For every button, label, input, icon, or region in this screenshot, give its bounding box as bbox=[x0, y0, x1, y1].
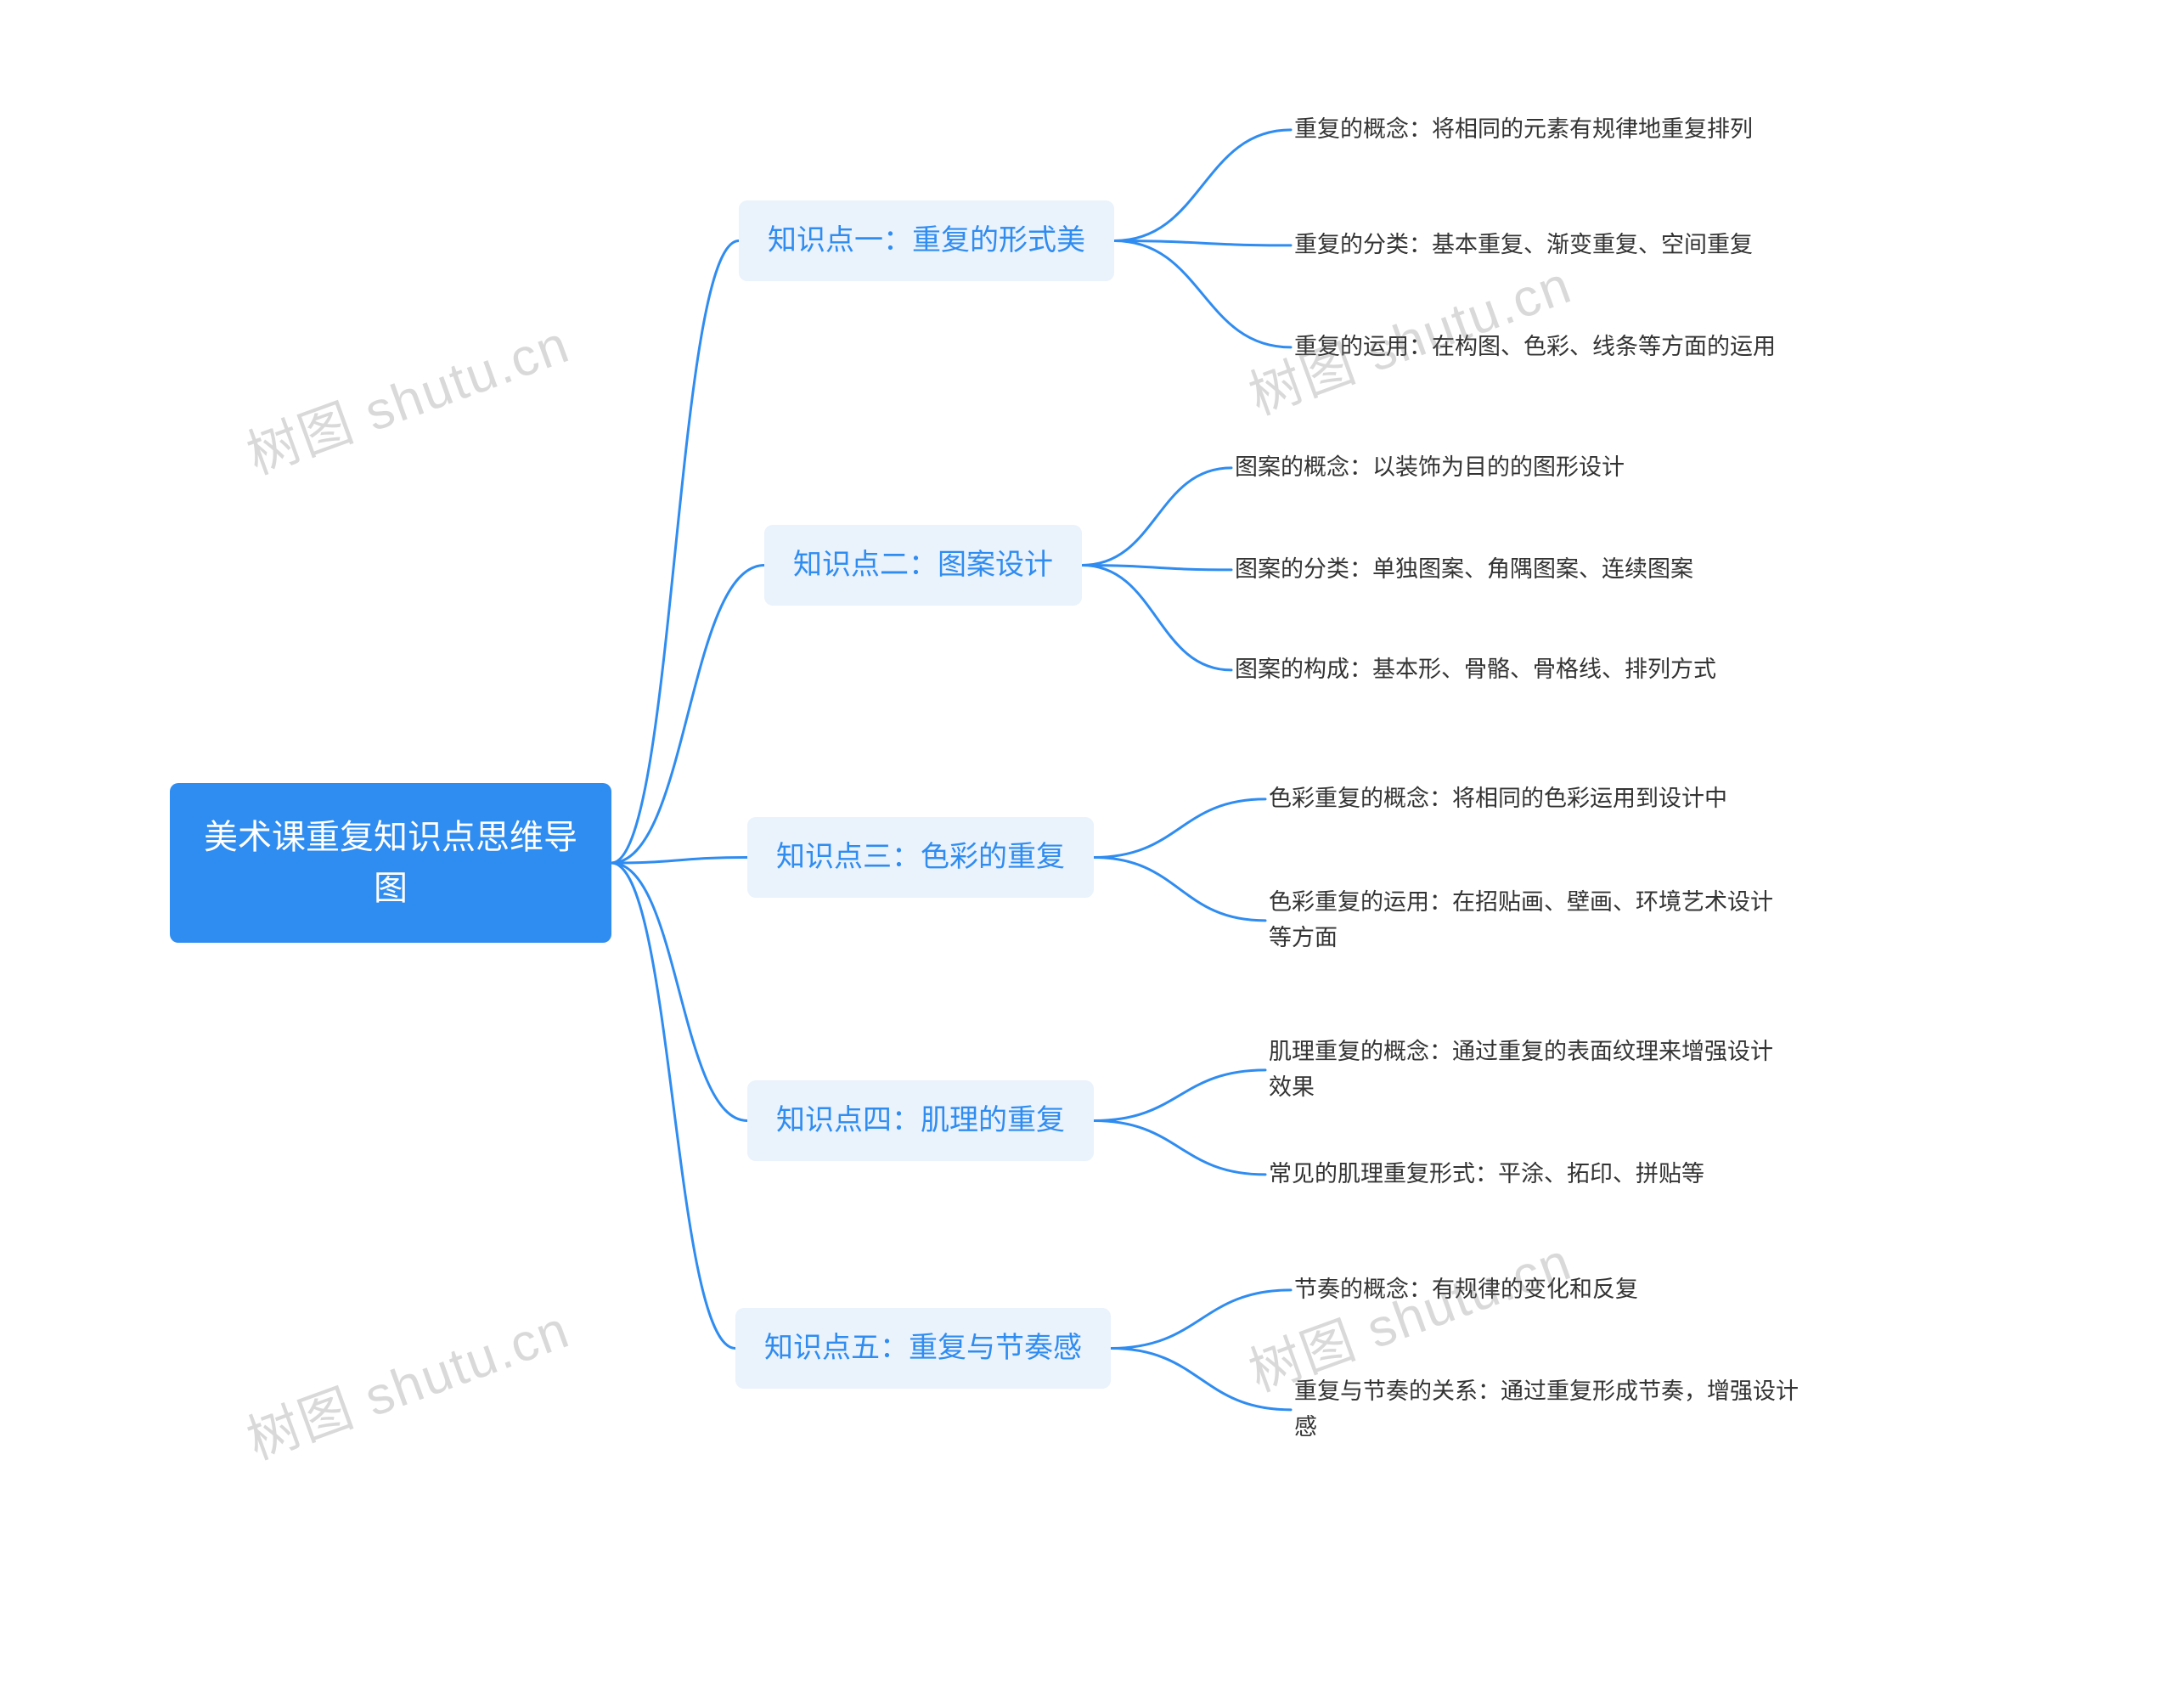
leaf-node: 图案的概念：以装饰为目的的图形设计 bbox=[1231, 442, 1628, 494]
leaf-node: 重复的运用：在构图、色彩、线条等方面的运用 bbox=[1291, 321, 1779, 374]
leaf-node: 图案的构成：基本形、骨骼、骨格线、排列方式 bbox=[1231, 644, 1720, 696]
branch-node-3[interactable]: 知识点三：色彩的重复 bbox=[747, 817, 1094, 898]
leaf-node: 肌理重复的概念：通过重复的表面纹理来增强设计效果 bbox=[1265, 1026, 1792, 1114]
watermark: 树图 shutu.cn bbox=[235, 302, 578, 489]
leaf-node: 常见的肌理重复形式：平涂、拓印、拼贴等 bbox=[1265, 1148, 1708, 1201]
leaf-node: 节奏的概念：有规律的变化和反复 bbox=[1291, 1264, 1642, 1316]
leaf-node: 重复的分类：基本重复、渐变重复、空间重复 bbox=[1291, 219, 1756, 272]
leaf-node: 色彩重复的概念：将相同的色彩运用到设计中 bbox=[1265, 773, 1731, 826]
root-node[interactable]: 美术课重复知识点思维导图 bbox=[170, 783, 611, 943]
branch-node-2[interactable]: 知识点二：图案设计 bbox=[764, 525, 1082, 606]
leaf-node: 色彩重复的运用：在招贴画、壁画、环境艺术设计等方面 bbox=[1265, 877, 1792, 965]
leaf-node: 重复与节奏的关系：通过重复形成节奏，增强设计感 bbox=[1291, 1366, 1817, 1454]
mindmap-canvas: 美术课重复知识点思维导图 知识点一：重复的形式美 重复的概念：将相同的元素有规律… bbox=[0, 0, 2174, 1708]
branch-node-1[interactable]: 知识点一：重复的形式美 bbox=[739, 200, 1114, 281]
branch-node-5[interactable]: 知识点五：重复与节奏感 bbox=[735, 1308, 1111, 1389]
watermark: 树图 shutu.cn bbox=[235, 1287, 578, 1474]
branch-node-4[interactable]: 知识点四：肌理的重复 bbox=[747, 1080, 1094, 1161]
leaf-node: 重复的概念：将相同的元素有规律地重复排列 bbox=[1291, 104, 1756, 156]
leaf-node: 图案的分类：单独图案、角隅图案、连续图案 bbox=[1231, 544, 1697, 596]
